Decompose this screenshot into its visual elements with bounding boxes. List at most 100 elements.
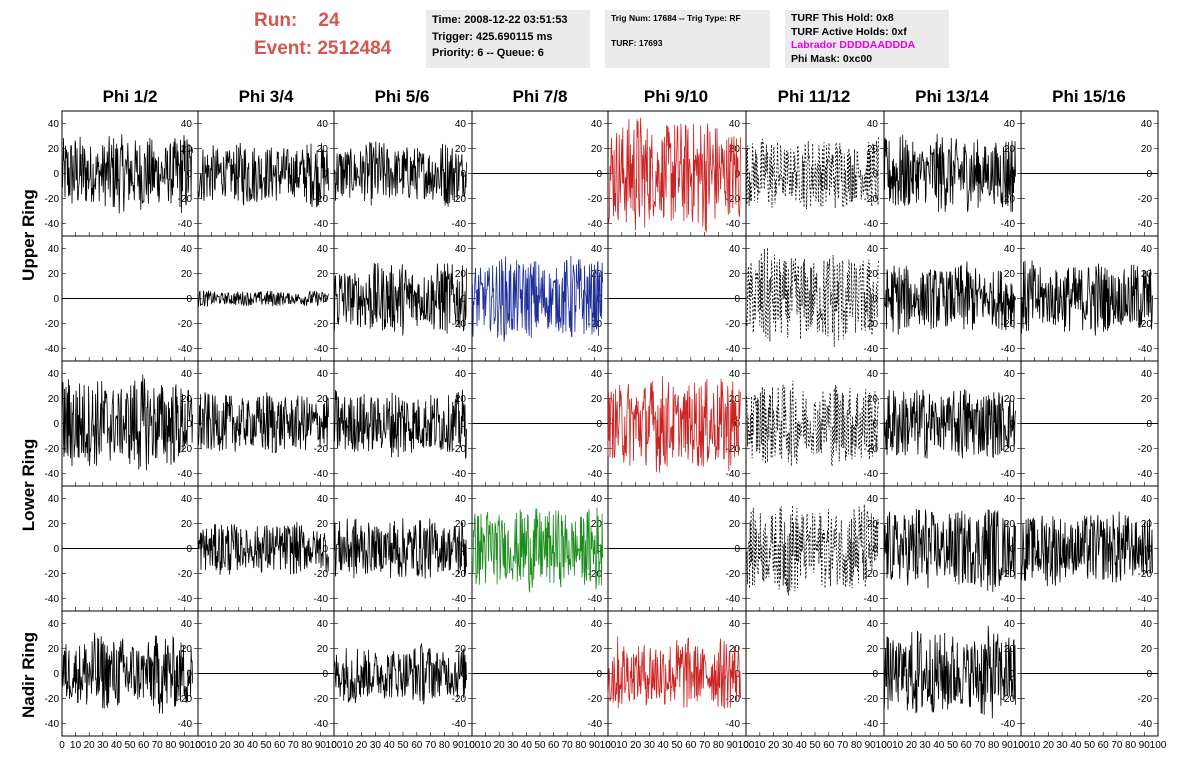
x-tick-label: 10 (754, 740, 766, 751)
y-tick-label-right: 20 (1004, 394, 1016, 405)
y-tick-label-right: 20 (1141, 269, 1153, 280)
y-tick-label-right: 40 (181, 369, 193, 380)
x-tick-label: 60 (548, 740, 560, 751)
waveform-trace (61, 134, 193, 214)
y-tick-label-right: 20 (455, 144, 467, 155)
x-tick-label: 70 (837, 740, 849, 751)
waveform-trace (61, 632, 193, 714)
turf-this-hold-text: TURF This Hold: 0x8 (791, 12, 894, 24)
waveform-trace (1020, 260, 1153, 336)
x-tick-label: 20 (906, 740, 918, 751)
y-tick-label-right: 20 (1141, 144, 1153, 155)
x-tick-label: 90 (453, 740, 465, 751)
y-tick-label-right: -20 (726, 444, 741, 455)
x-tick-label: 60 (274, 740, 286, 751)
waveform-trace (883, 261, 1016, 335)
x-tick-label: 0 (1018, 740, 1024, 751)
y-tick-label-right: 40 (591, 369, 603, 380)
x-tick-label: 90 (315, 740, 327, 751)
y-tick-label-right: 40 (317, 494, 329, 505)
y-tick-label-right: 0 (1146, 669, 1152, 680)
y-tick-label-right: 0 (1146, 169, 1152, 180)
x-tick-label: 90 (589, 740, 601, 751)
y-tick-label-right: 40 (1004, 619, 1016, 630)
y-tick-label-right: -40 (178, 344, 193, 355)
y-tick-label-right: 40 (729, 619, 741, 630)
x-tick-label: 100 (464, 740, 481, 751)
y-tick-label-left: 0 (53, 544, 59, 555)
x-tick-label: 60 (823, 740, 835, 751)
x-tick-label: 50 (1084, 740, 1096, 751)
y-tick-label-right: 0 (734, 294, 740, 305)
y-tick-label-right: 20 (867, 269, 879, 280)
y-tick-label-right: 0 (596, 294, 602, 305)
y-tick-label-left: 20 (48, 394, 60, 405)
x-tick-label: 0 (743, 740, 749, 751)
waveform-trace (745, 504, 879, 596)
y-tick-label-right: -40 (864, 219, 879, 230)
y-tick-label-left: 40 (48, 119, 60, 130)
time-info-box: Time: 2008-12-22 03:51:53 Trigger: 425.6… (426, 10, 590, 68)
waveform-trace (745, 136, 879, 210)
y-tick-label-left: -40 (45, 344, 60, 355)
y-tick-label-right: -40 (314, 719, 329, 730)
turf-active-holds-text: TURF Active Holds: 0xf (791, 25, 907, 38)
x-tick-label: 20 (494, 740, 506, 751)
y-tick-label-right: 0 (596, 544, 602, 555)
y-tick-label-right: -40 (314, 469, 329, 480)
y-tick-label-right: 40 (1141, 494, 1153, 505)
y-tick-label-right: -40 (452, 219, 467, 230)
y-tick-label-right: -40 (314, 344, 329, 355)
y-tick-label-right: 0 (460, 419, 466, 430)
x-tick-label: 80 (1125, 740, 1137, 751)
trig-num-text: Trig Num: 17684 -- Trig Type: RF (611, 13, 741, 23)
x-tick-label: 50 (260, 740, 272, 751)
y-tick-label-right: 40 (181, 244, 193, 255)
y-tick-label-right: -20 (1001, 319, 1016, 330)
y-tick-label-right: -20 (314, 694, 329, 705)
x-tick-label: 40 (111, 740, 123, 751)
y-tick-label-right: 20 (181, 269, 193, 280)
y-tick-label-right: 0 (1146, 419, 1152, 430)
y-tick-label-right: -40 (1001, 719, 1016, 730)
waveform-trace (745, 247, 879, 347)
y-tick-label-left: -20 (45, 569, 60, 580)
y-tick-label-right: 20 (729, 394, 741, 405)
y-tick-label-right: -40 (1001, 594, 1016, 605)
y-tick-label-right: -40 (864, 469, 879, 480)
x-tick-label: 60 (1098, 740, 1110, 751)
y-tick-label-right: -40 (726, 594, 741, 605)
y-tick-label-right: 0 (186, 169, 192, 180)
y-tick-label-right: -20 (452, 569, 467, 580)
col-title-6: Phi 11/12 (777, 87, 851, 106)
y-tick-label-right: -40 (864, 594, 879, 605)
y-tick-label-right: 0 (596, 419, 602, 430)
x-tick-label: 40 (521, 740, 533, 751)
y-tick-label-right: 0 (186, 419, 192, 430)
x-tick-label: 90 (179, 740, 191, 751)
x-tick-label: 50 (671, 740, 683, 751)
x-tick-label: 40 (658, 740, 670, 751)
x-tick-label: 80 (575, 740, 587, 751)
x-tick-label: 70 (562, 740, 574, 751)
y-tick-label-left: 40 (48, 619, 60, 630)
y-tick-label-right: -40 (726, 344, 741, 355)
y-tick-label-right: 20 (867, 519, 879, 530)
y-tick-label-right: 20 (1004, 519, 1016, 530)
y-tick-label-right: -20 (864, 694, 879, 705)
waveform-trace (1020, 511, 1153, 587)
y-tick-label-left: 0 (53, 169, 59, 180)
y-tick-label-right: -20 (864, 569, 879, 580)
x-tick-label: 50 (809, 740, 821, 751)
x-tick-label: 0 (59, 740, 65, 751)
y-tick-label-right: -40 (726, 719, 741, 730)
y-tick-label-left: 20 (48, 269, 60, 280)
y-tick-label-right: 40 (1004, 244, 1016, 255)
x-tick-label: 10 (892, 740, 904, 751)
y-tick-label-right: -40 (1001, 219, 1016, 230)
y-tick-label-right: -20 (1138, 444, 1153, 455)
y-tick-label-right: 40 (1004, 494, 1016, 505)
x-tick-label: 40 (247, 740, 259, 751)
x-tick-label: 100 (190, 740, 207, 751)
col-title-8: Phi 15/16 (1052, 87, 1126, 106)
